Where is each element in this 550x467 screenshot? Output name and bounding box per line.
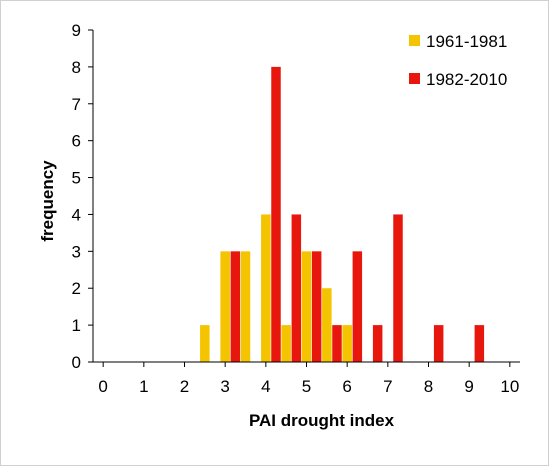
bar-1961-1981 (200, 325, 210, 362)
bar-1961-1981 (240, 251, 251, 362)
bar-1961-1981 (220, 251, 230, 362)
bar-1961-1981 (281, 325, 291, 362)
bar-1961-1981 (342, 325, 352, 362)
legend-swatch (409, 35, 420, 46)
y-tick-label: 9 (72, 21, 81, 40)
y-tick-label: 6 (72, 132, 81, 151)
bar-1982-2010 (372, 325, 383, 362)
y-tick-label: 4 (72, 205, 81, 224)
x-tick-label: 8 (424, 377, 433, 396)
y-tick-label: 3 (72, 242, 81, 261)
bar-1982-2010 (230, 251, 241, 362)
bar-1961-1981 (301, 251, 312, 362)
bar-1982-2010 (352, 251, 363, 362)
bar-1961-1981 (322, 288, 332, 362)
bar-1982-2010 (474, 325, 485, 362)
y-tick-label: 7 (72, 95, 81, 114)
bar-1982-2010 (271, 66, 281, 362)
bar-1982-2010 (311, 251, 322, 362)
x-axis-title: PAI drought index (249, 411, 395, 430)
y-tick-label: 0 (72, 353, 81, 372)
x-tick-label: 3 (220, 377, 229, 396)
legend: 1961-1981 1982-2010 (409, 32, 507, 89)
x-tick-label: 0 (98, 377, 107, 396)
y-ticks: 0 1 2 3 4 5 6 7 8 9 (72, 21, 93, 372)
x-tick-label: 9 (464, 377, 473, 396)
x-tick-label: 5 (302, 377, 311, 396)
y-tick-label: 2 (72, 279, 81, 298)
x-ticks: 0 1 2 3 4 5 6 7 8 9 10 (98, 362, 519, 396)
bar-1961-1981 (261, 214, 271, 362)
x-tick-label: 7 (383, 377, 392, 396)
y-axis-title: frequency (38, 160, 57, 242)
x-tick-label: 6 (342, 377, 351, 396)
x-tick-label: 10 (500, 377, 519, 396)
bar-1982-2010 (433, 325, 444, 362)
x-tick-label: 4 (261, 377, 270, 396)
legend-label: 1961-1981 (426, 32, 507, 51)
bars-layer (200, 66, 485, 362)
x-tick-label: 2 (180, 377, 189, 396)
legend-label: 1982-2010 (426, 70, 507, 89)
y-tick-label: 5 (72, 169, 81, 188)
y-tick-label: 1 (72, 316, 81, 335)
bar-1982-2010 (291, 214, 302, 362)
bar-1982-2010 (332, 325, 342, 362)
legend-swatch (409, 73, 420, 84)
x-tick-label: 1 (139, 377, 148, 396)
bar-1982-2010 (393, 214, 403, 362)
y-tick-label: 8 (72, 58, 81, 77)
